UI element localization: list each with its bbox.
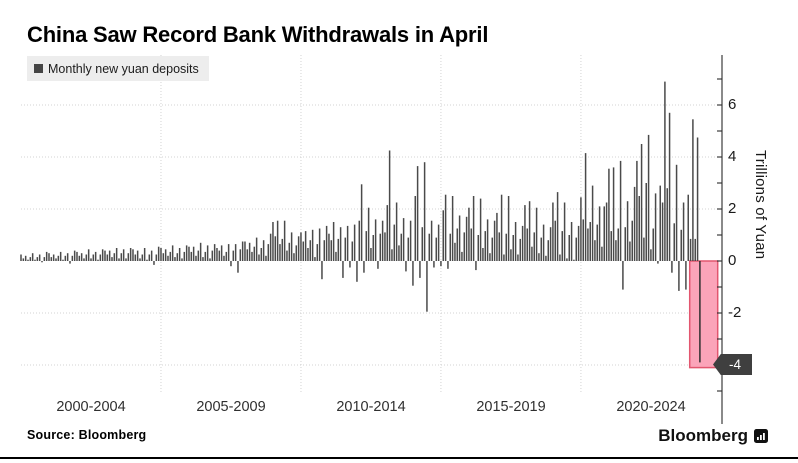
- x-label-2000-2004: 2000-2004: [56, 399, 126, 415]
- y-tick-4: 4: [728, 148, 737, 165]
- bottom-rule: [0, 457, 798, 459]
- x-label-2010-2014: 2010-2014: [336, 399, 406, 415]
- bloomberg-wordmark: Bloomberg: [658, 426, 748, 445]
- bloomberg-logo-icon: [754, 429, 768, 443]
- y-tick-neg2: -2: [728, 304, 742, 321]
- y-tick-0: 0: [728, 252, 737, 269]
- legend-label: Monthly new yuan deposits: [48, 61, 199, 76]
- chart-title: China Saw Record Bank Withdrawals in Apr…: [27, 22, 489, 47]
- y-tick-6: 6: [728, 96, 737, 113]
- legend-marker-icon: [34, 64, 43, 73]
- y-axis-title: Trillions of Yuan: [752, 150, 769, 260]
- x-label-2020-2024: 2020-2024: [616, 399, 686, 415]
- value-badge: -4: [713, 354, 752, 375]
- x-label-2015-2019: 2015-2019: [476, 399, 546, 415]
- y-tick-2: 2: [728, 200, 737, 217]
- bloomberg-brand: Bloomberg: [658, 426, 768, 446]
- x-label-2005-2009: 2005-2009: [196, 399, 266, 415]
- source-credit: Source: Bloomberg: [27, 428, 147, 442]
- legend: Monthly new yuan deposits: [27, 56, 209, 81]
